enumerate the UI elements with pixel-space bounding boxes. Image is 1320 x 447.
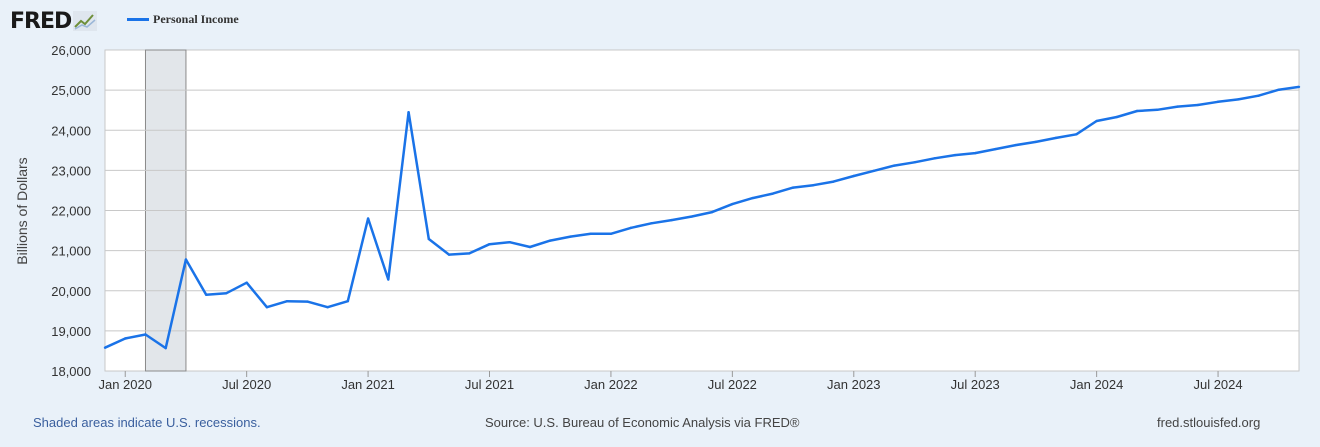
x-tick-label: Jul 2024 xyxy=(1193,377,1242,392)
data-point xyxy=(791,186,795,189)
data-point xyxy=(1054,136,1058,140)
data-point xyxy=(953,153,957,157)
fred-logo-text: FRED xyxy=(10,8,72,34)
data-point xyxy=(1014,143,1017,147)
data-point xyxy=(974,151,977,155)
data-point xyxy=(306,300,309,303)
data-point xyxy=(933,157,936,160)
data-point xyxy=(225,291,228,295)
data-point xyxy=(1196,103,1200,107)
data-point xyxy=(1237,98,1240,101)
data-point xyxy=(893,164,896,167)
data-point xyxy=(265,306,269,309)
line-chart: 18,000 19,000 20,000 21,000 22,000 23,000 24,0… xyxy=(14,43,1301,392)
data-point xyxy=(832,180,835,183)
data-point xyxy=(346,299,350,303)
data-point xyxy=(407,110,410,114)
data-point xyxy=(812,184,815,187)
data-point xyxy=(852,174,855,178)
data-point xyxy=(245,281,248,284)
recession-note: Shaded areas indicate U.S. recessions. xyxy=(33,415,261,430)
data-point xyxy=(751,196,754,200)
data-point xyxy=(184,258,188,261)
data-point xyxy=(1176,105,1179,108)
x-tick-label: Jul 2021 xyxy=(465,377,514,392)
data-point xyxy=(427,237,430,241)
data-point xyxy=(488,243,491,246)
legend-label: Personal Income xyxy=(153,12,239,26)
data-point xyxy=(1075,133,1078,136)
data-point xyxy=(366,217,370,220)
data-point xyxy=(326,306,329,309)
data-point xyxy=(710,210,714,214)
x-tick-label: Jan 2022 xyxy=(584,377,638,392)
data-point xyxy=(913,161,916,164)
data-point xyxy=(731,202,734,206)
data-point xyxy=(1095,119,1098,123)
source-note: Source: U.S. Bureau of Economic Analysis… xyxy=(485,415,800,430)
data-point xyxy=(164,346,167,350)
data-point xyxy=(1216,100,1220,103)
chart-legend: Personal Income xyxy=(127,12,239,27)
data-point xyxy=(650,222,653,225)
y-tick-label: 24,000 xyxy=(51,123,91,138)
y-tick-label: 22,000 xyxy=(51,204,91,219)
data-point xyxy=(1257,94,1260,97)
x-tick-label: Jul 2020 xyxy=(222,377,271,392)
data-point xyxy=(204,293,208,296)
legend-swatch xyxy=(127,18,149,21)
data-point xyxy=(994,147,997,151)
x-tick-label: Jul 2023 xyxy=(951,377,1000,392)
data-point xyxy=(508,240,511,244)
y-tick-label: 21,000 xyxy=(51,244,91,259)
data-point xyxy=(670,218,673,222)
data-point xyxy=(124,337,127,340)
x-tick-label: Jul 2022 xyxy=(708,377,757,392)
data-point xyxy=(285,299,289,303)
data-point xyxy=(872,169,876,172)
y-tick-label: 26,000 xyxy=(51,43,91,58)
data-point xyxy=(447,253,451,256)
data-point xyxy=(1156,108,1159,111)
data-point xyxy=(144,333,147,336)
data-point xyxy=(589,232,592,235)
data-point xyxy=(549,239,552,242)
y-tick-label: 19,000 xyxy=(51,324,91,339)
series-line-personal-income xyxy=(104,85,1300,350)
data-point xyxy=(1135,109,1139,113)
data-point xyxy=(609,232,613,235)
data-point xyxy=(387,278,390,281)
data-point xyxy=(103,346,107,349)
x-tick-label: Jan 2023 xyxy=(827,377,881,392)
data-point xyxy=(569,235,572,238)
data-point xyxy=(528,245,532,249)
fred-url-link[interactable]: fred.stlouisfed.org xyxy=(1157,415,1261,430)
y-axis-label: Billions of Dollars xyxy=(14,157,30,264)
y-tick-label: 23,000 xyxy=(51,163,91,178)
y-tick-label: 25,000 xyxy=(51,83,91,98)
data-point xyxy=(468,252,471,255)
x-tick-label: Jan 2021 xyxy=(341,377,395,392)
x-tick-label: Jan 2020 xyxy=(98,377,152,392)
data-point xyxy=(629,226,633,229)
x-tick-label: Jan 2024 xyxy=(1070,377,1124,392)
y-tick-label: 20,000 xyxy=(51,284,91,299)
data-point xyxy=(1034,140,1038,144)
fred-logo[interactable]: FRED xyxy=(10,6,98,36)
data-point xyxy=(1115,115,1119,119)
data-point xyxy=(690,215,694,218)
y-tick-label: 18,000 xyxy=(51,364,91,379)
trend-graph-icon xyxy=(73,11,98,31)
data-point xyxy=(1277,88,1280,91)
data-point xyxy=(771,192,775,195)
data-point xyxy=(1297,85,1301,89)
